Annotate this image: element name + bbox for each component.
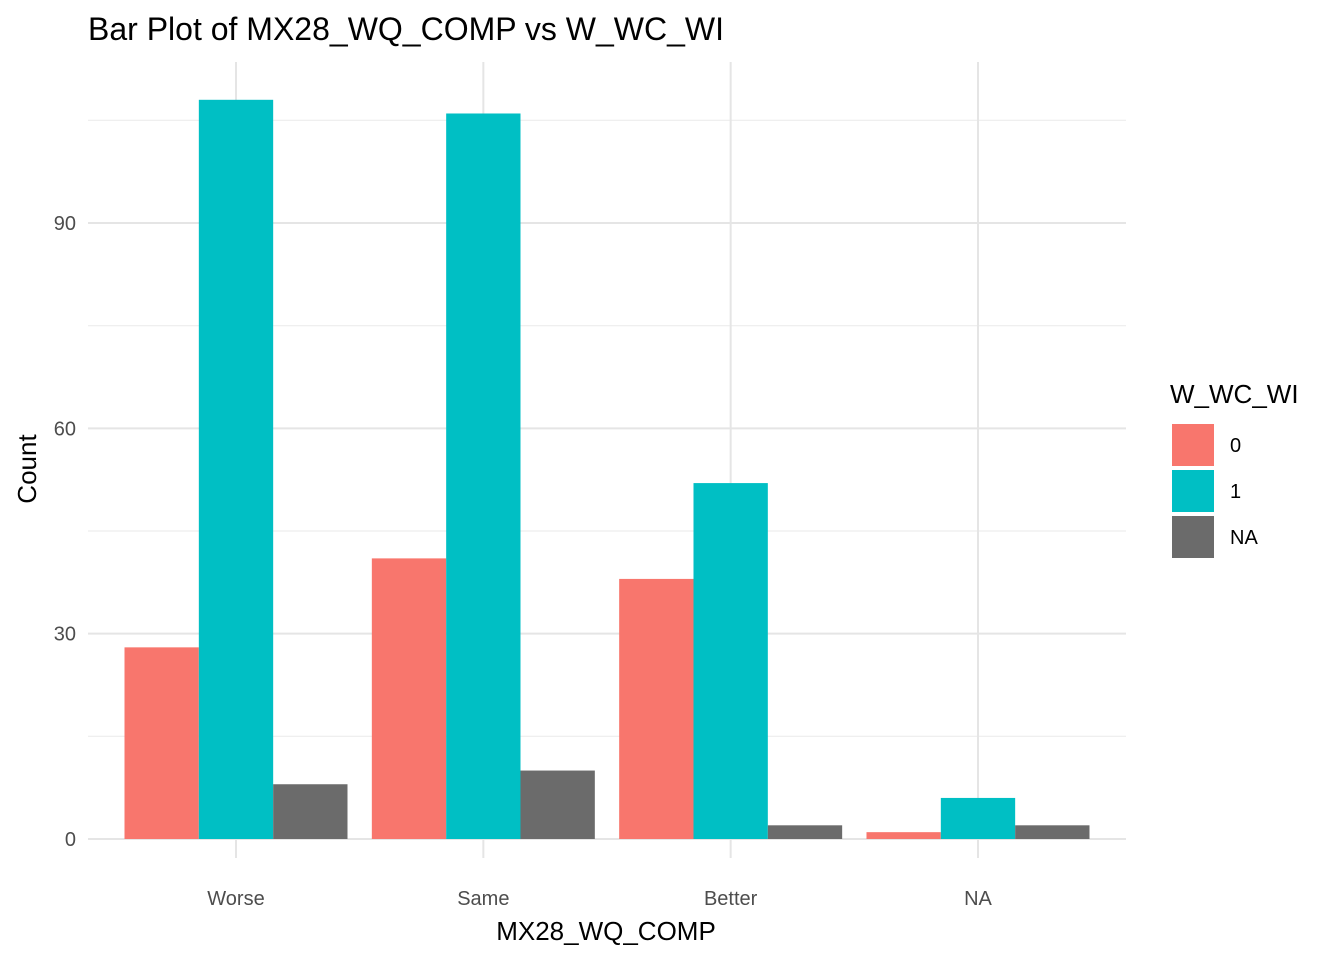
legend-key-0 [1172,424,1214,466]
bar-better-series-na [767,825,843,839]
legend-key-1 [1172,470,1214,512]
x-tick-label: Same [457,888,509,910]
bar-better-series-1 [693,483,768,839]
legend-label: NA [1230,527,1258,549]
bar-na-series-1 [940,797,1016,839]
bars [124,99,1090,840]
y-tick-label: 0 [65,829,76,851]
legend-title: W_WC_WI [1170,379,1299,409]
x-tick-label: Better [704,888,758,910]
y-axis-ticks: 0 30 60 90 [54,213,76,851]
x-axis-title: MX28_WQ_COMP [496,916,716,946]
y-tick-label: 30 [54,624,76,646]
bar-same-series-1 [446,113,521,839]
y-tick-label: 90 [54,213,76,235]
y-axis-title: Count [12,434,42,504]
bar-same-series-0 [371,558,447,839]
x-tick-label: Worse [207,888,264,910]
bar-na-series-na [1015,825,1090,839]
bar-better-series-0 [619,578,694,839]
legend-label: 0 [1230,435,1241,457]
bar-worse-series-na [273,784,348,839]
bar-worse-series-1 [198,99,274,840]
bar-na-series-0 [866,832,941,839]
x-tick-label: NA [964,888,992,910]
x-axis-ticks: Worse Same Better NA [207,888,992,910]
legend-key-na [1172,516,1214,558]
bar-worse-series-0 [124,647,199,839]
bar-same-series-na [520,770,595,839]
y-tick-label: 60 [54,418,76,440]
legend-label: 1 [1230,481,1241,503]
chart-title: Bar Plot of MX28_WQ_COMP vs W_WC_WI [88,11,724,47]
legend: W_WC_WI 0 1 NA [1170,379,1299,558]
